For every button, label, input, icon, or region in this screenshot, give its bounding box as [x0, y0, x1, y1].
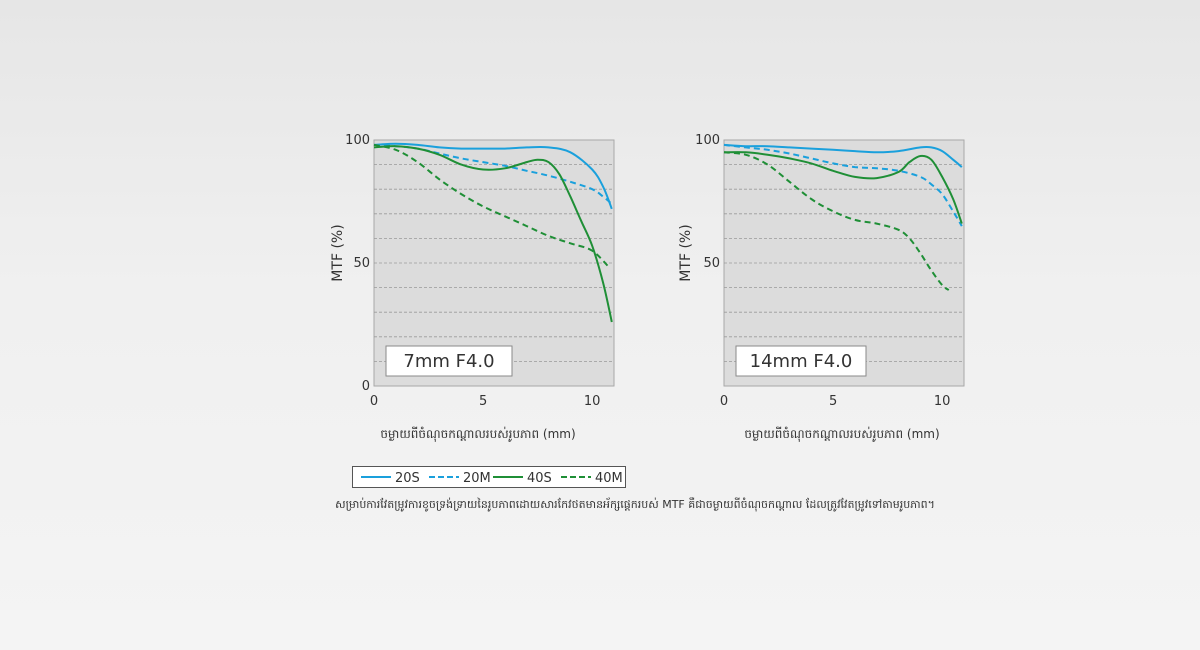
legend-label: 20S [395, 471, 420, 486]
series-line-40S [723, 151, 963, 224]
lens-label: 7mm F4.0 [403, 351, 494, 372]
series-line-40M [373, 143, 611, 269]
series-line-40M [723, 151, 950, 291]
lens-label-box [735, 345, 867, 377]
series-line-20S [373, 142, 613, 210]
legend-item-40M: 40M [561, 471, 623, 486]
legend-label: 20M [463, 471, 491, 486]
x-tick-label: 0 [370, 394, 378, 409]
x-tick-label: 5 [479, 394, 487, 409]
x-axis-label: ចម្ងាយពីចំណុចកណ្ដាលរបស់រូបភាព (mm) [744, 426, 939, 442]
y-tick-label: 100 [345, 133, 370, 148]
lens-label-box [385, 345, 513, 377]
y-tick-label: 50 [703, 256, 720, 271]
chart-1: 0 50 100 0 5 10 MTF (%) ចម្ងាយពីចំណុចកណ្ដាលរបស់… [330, 133, 615, 442]
x-tick-label: 10 [934, 394, 951, 409]
series-line-20S [723, 143, 963, 168]
legend-label: 40S [527, 471, 552, 486]
lens-label: 14mm F4.0 [750, 351, 853, 372]
y-axis-label: MTF (%) [678, 224, 694, 281]
y-tick-label: 0 [362, 379, 370, 394]
series-line-40S [373, 145, 613, 323]
y-tick-label: 50 [353, 256, 370, 271]
x-tick-label: 5 [829, 394, 837, 409]
series-line-20M [723, 143, 963, 227]
x-tick-label: 0 [720, 394, 728, 409]
legend-item-40S: 40S [493, 471, 552, 486]
legend-label: 40M [595, 471, 623, 486]
x-tick-label: 10 [584, 394, 601, 409]
y-axis-label: MTF (%) [330, 224, 346, 281]
x-axis-label: ចម្ងាយពីចំណុចកណ្ដាលរបស់រូបភាព (mm) [380, 426, 575, 442]
legend: 20S 20M 40S 40M [361, 471, 623, 486]
legend-item-20S: 20S [361, 471, 420, 486]
footnote: សម្រាប់ការវែតម្រូវការខូចទ្រង់ទ្រាយនៃរូបភ… [335, 498, 935, 511]
legend-item-20M: 20M [429, 471, 491, 486]
y-tick-label: 100 [695, 133, 720, 148]
chart-2: 50 100 0 5 10 MTF (%) ចម្ងាយពីចំណុចកណ្ដាលរបស់រ… [678, 133, 965, 442]
legend-box: 20S 20M 40S 40M [352, 466, 626, 488]
